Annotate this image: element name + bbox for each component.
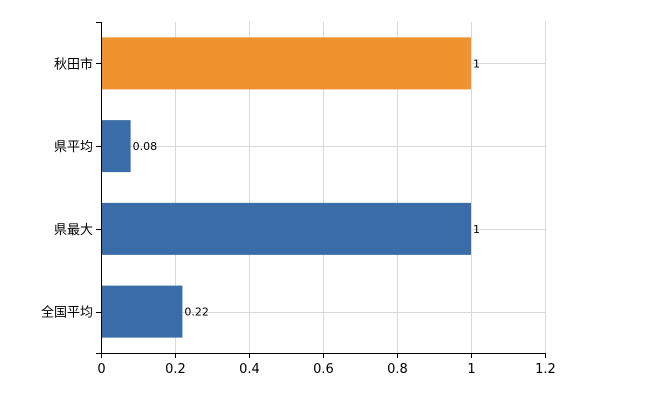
x-tick-label: 1 xyxy=(467,362,475,377)
category-label: 県最大 xyxy=(54,223,93,238)
bar xyxy=(101,202,471,255)
x-tick-label: 0.8 xyxy=(387,362,408,377)
x-tick-label: 0.6 xyxy=(313,362,334,377)
data-label: 1 xyxy=(473,57,480,70)
bar xyxy=(101,37,471,90)
bar xyxy=(101,285,183,338)
x-tick-label: 0.2 xyxy=(165,362,186,377)
labels: 0 0.2 0.4 0.6 0.8 1 1.2 1 秋田市 0.08 県平均 1 県最大 0.22 全国平均 xyxy=(41,56,556,377)
category-label: 全国平均 xyxy=(41,305,93,321)
bar xyxy=(101,120,131,173)
data-label: 1 xyxy=(473,223,480,236)
data-label: 0.08 xyxy=(133,140,158,153)
data-label: 0.22 xyxy=(184,306,209,319)
x-tick-label: 0.4 xyxy=(239,362,260,377)
x-tick-label: 0 xyxy=(97,362,105,377)
category-label: 県平均 xyxy=(54,140,93,155)
x-tick-label: 1.2 xyxy=(535,362,556,377)
axes xyxy=(96,22,546,358)
bars xyxy=(101,37,471,338)
category-label: 秋田市 xyxy=(54,56,93,72)
